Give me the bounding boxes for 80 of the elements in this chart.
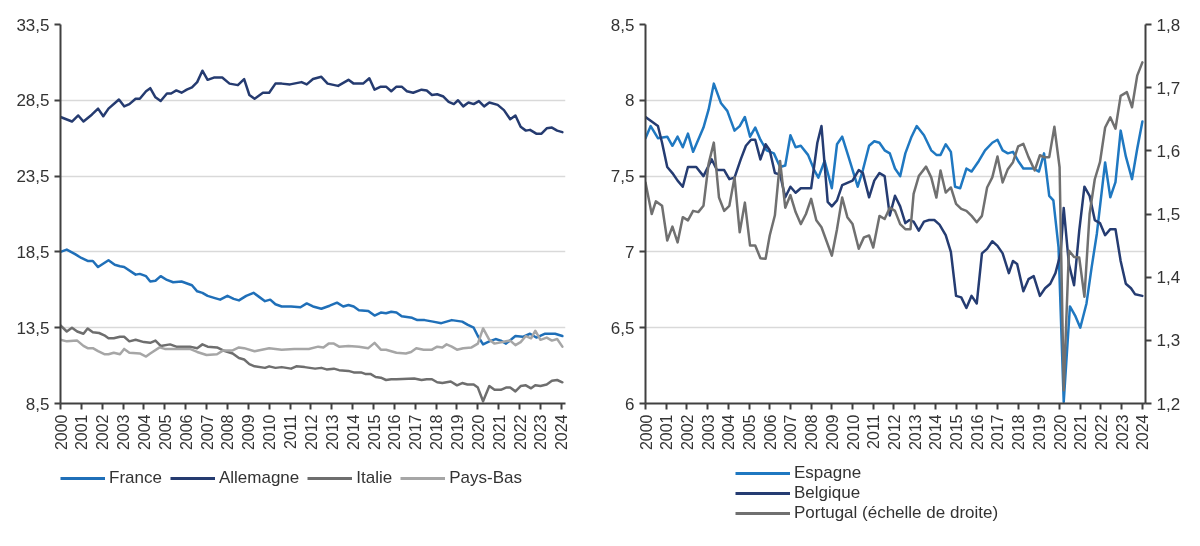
x-tick-label: 2000 — [637, 414, 655, 451]
y2-tick-label: 1,2 — [1156, 394, 1181, 414]
x-tick-label: 2015 — [948, 414, 966, 451]
line-series — [60, 69, 564, 135]
legend-label: Pays-Bas — [449, 468, 522, 488]
x-tick-label: 2011 — [865, 414, 883, 449]
x-tick-label: 2004 — [720, 414, 738, 451]
x-tick-label: 2015 — [365, 414, 383, 451]
line-series — [60, 248, 564, 346]
x-tick-label: 2014 — [344, 414, 362, 451]
x-tick-label: 2023 — [532, 414, 550, 451]
x-tick-label: 2003 — [115, 414, 133, 451]
x-tick-label: 2008 — [219, 414, 237, 451]
x-tick-label: 2023 — [1113, 414, 1131, 451]
x-tick-label: 2007 — [782, 414, 800, 451]
x-tick-label: 2020 — [469, 414, 487, 451]
y-tick-label: 33,5 — [16, 15, 50, 35]
x-tick-label: 2021 — [490, 414, 508, 451]
legend-label: Italie — [356, 468, 393, 488]
y-tick-label: 8 — [625, 91, 635, 111]
y-tick-label: 18,5 — [16, 242, 50, 262]
legend-label: France — [109, 468, 162, 488]
x-tick-label: 2021 — [1072, 414, 1090, 451]
y-tick-label: 28,5 — [16, 91, 50, 111]
x-tick-label: 2018 — [428, 414, 446, 451]
x-tick-label: 2002 — [94, 414, 112, 451]
x-tick-label: 2014 — [927, 414, 945, 451]
x-tick-label: 2005 — [156, 414, 174, 451]
y2-tick-label: 1,8 — [1156, 15, 1181, 35]
legend-label: Espagne — [794, 463, 862, 483]
line-series — [645, 115, 1144, 310]
x-tick-label: 2006 — [761, 414, 779, 451]
x-tick-label: 2012 — [302, 414, 320, 451]
y-tick-label: 13,5 — [16, 318, 50, 338]
y2-tick-label: 1,7 — [1156, 78, 1181, 98]
x-tick-label: 2016 — [968, 414, 986, 451]
x-tick-label: 2024 — [1134, 414, 1152, 451]
x-tick-label: 2002 — [678, 414, 696, 451]
x-tick-label: 2019 — [1030, 414, 1048, 451]
y-tick-label: 7 — [625, 242, 635, 262]
x-tick-label: 2022 — [511, 414, 529, 451]
x-tick-label: 2003 — [699, 414, 717, 451]
y-tick-label: 7,5 — [610, 167, 635, 187]
y2-tick-label: 1,5 — [1156, 205, 1181, 224]
x-tick-label: 2007 — [198, 414, 216, 451]
x-tick-label: 2009 — [240, 414, 258, 451]
x-tick-label: 2017 — [989, 414, 1007, 451]
line-series — [60, 327, 564, 358]
y2-tick-label: 1,6 — [1156, 141, 1181, 161]
x-tick-label: 2013 — [906, 414, 924, 451]
x-tick-label: 2024 — [553, 414, 571, 451]
y2-tick-label: 1,4 — [1156, 268, 1181, 288]
x-tick-label: 2009 — [823, 414, 841, 451]
x-tick-label: 2013 — [323, 414, 341, 451]
y-tick-label: 8,5 — [610, 15, 635, 35]
x-tick-label: 2008 — [803, 414, 821, 451]
x-tick-label: 2017 — [407, 414, 425, 451]
x-tick-label: 2006 — [177, 414, 195, 451]
x-tick-label: 2005 — [741, 414, 759, 451]
legend-label: Portugal (échelle de droite) — [794, 503, 999, 523]
x-tick-label: 2019 — [448, 414, 466, 451]
x-tick-label: 2022 — [1092, 414, 1110, 451]
x-tick-label: 2011 — [282, 414, 300, 449]
x-tick-label: 2010 — [261, 414, 279, 451]
x-tick-label: 2018 — [1010, 414, 1028, 451]
x-tick-label: 2000 — [52, 414, 70, 451]
x-tick-label: 2001 — [658, 414, 676, 451]
y-tick-label: 6,5 — [610, 318, 635, 338]
x-tick-label: 2020 — [1051, 414, 1069, 451]
y-tick-label: 8,5 — [25, 394, 50, 414]
x-tick-label: 2010 — [844, 414, 862, 451]
y2-tick-label: 1,3 — [1156, 331, 1181, 351]
y-tick-label: 23,5 — [16, 167, 50, 187]
y-tick-label: 6 — [625, 394, 635, 414]
x-tick-label: 2004 — [135, 414, 153, 451]
x-tick-label: 2012 — [885, 414, 903, 451]
legend-label: Allemagne — [218, 468, 300, 488]
x-tick-label: 2016 — [386, 414, 404, 451]
legend-label: Belgique — [794, 483, 861, 503]
x-tick-label: 2001 — [73, 414, 91, 451]
